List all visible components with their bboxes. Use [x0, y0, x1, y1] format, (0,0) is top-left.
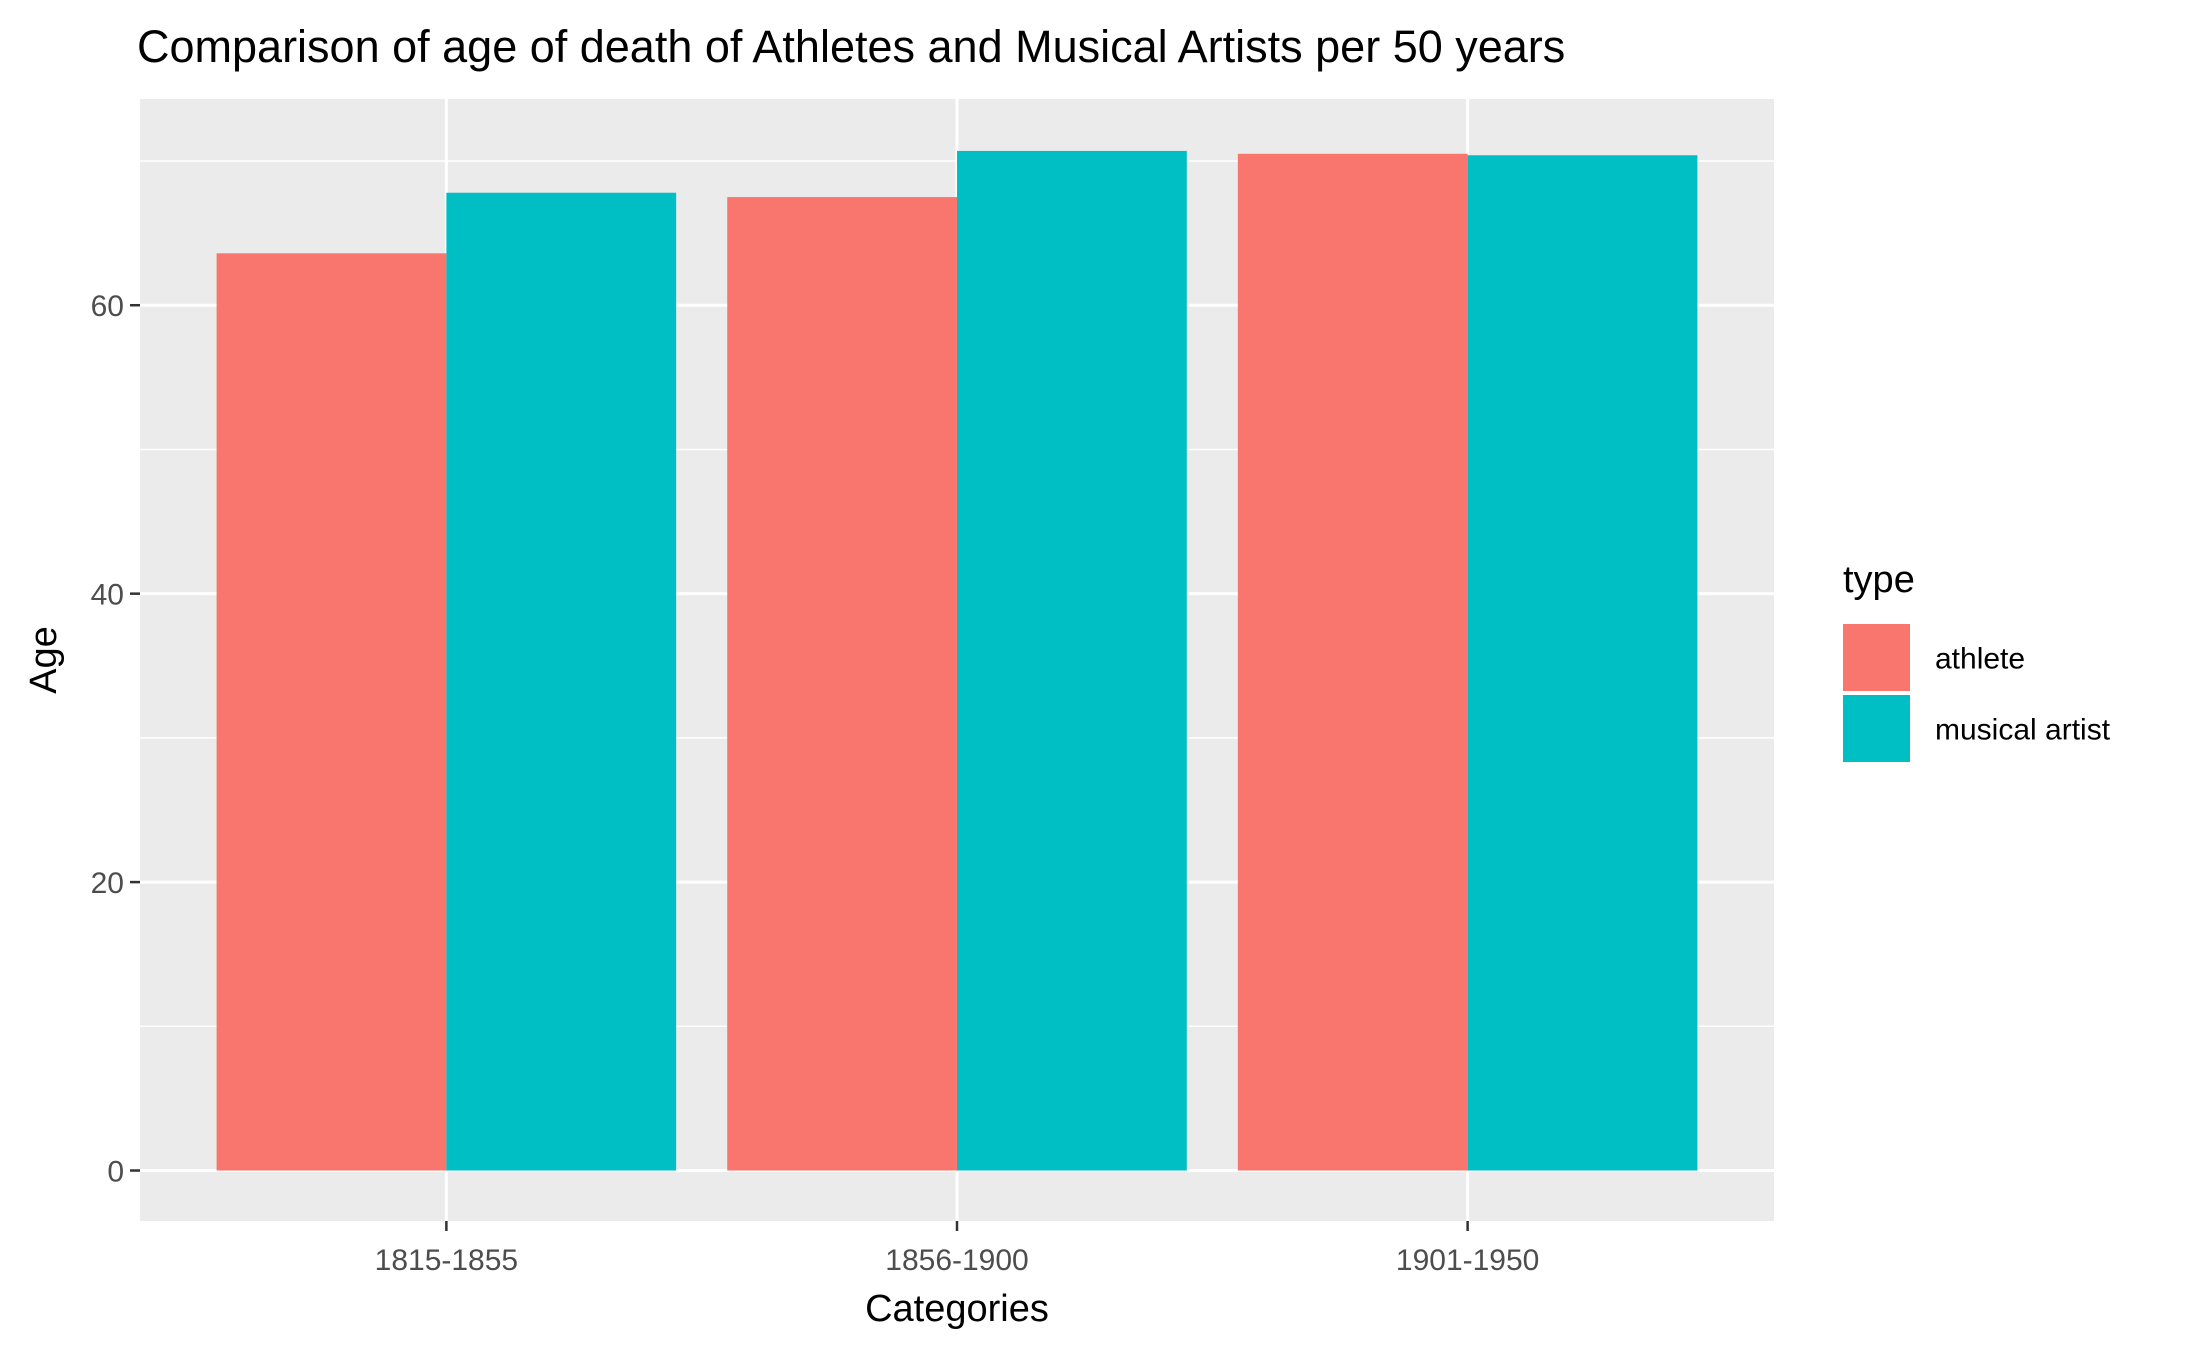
- legend-items: athlete musical artist: [1843, 624, 2111, 762]
- y-tick-label: 20: [91, 867, 124, 900]
- legend: type athlete musical artist: [1843, 559, 2111, 762]
- x-tick-label: 1815-1855: [375, 1244, 518, 1277]
- bar-musical-artist-1815-1855: [446, 192, 677, 1171]
- y-axis: 0 20 40 60: [91, 290, 140, 1189]
- x-tick-label: 1856-1900: [885, 1244, 1028, 1277]
- bar-musical-artist-1901-1950: [1467, 155, 1698, 1171]
- legend-key-musical-artist: [1843, 695, 1910, 762]
- bars-group: [216, 150, 1698, 1171]
- x-axis-title: Categories: [865, 1288, 1049, 1330]
- x-tick-label: 1901-1950: [1396, 1244, 1539, 1277]
- y-axis-title: Age: [23, 626, 65, 694]
- legend-label-musical-artist: musical artist: [1935, 714, 2111, 747]
- legend-key-athlete: [1843, 624, 1910, 691]
- bar-musical-artist-1856-1900: [957, 150, 1187, 1171]
- legend-title: type: [1843, 559, 1915, 601]
- bar-athlete-1901-1950: [1237, 153, 1468, 1171]
- legend-label-athlete: athlete: [1935, 643, 2025, 676]
- y-tick-label: 60: [91, 290, 124, 323]
- x-axis: 1815-1855 1856-1900 1901-1950: [375, 1221, 1539, 1277]
- y-tick-label: 0: [107, 1156, 124, 1189]
- bar-athlete-1815-1855: [216, 253, 447, 1171]
- bar-athlete-1856-1900: [727, 197, 957, 1171]
- y-tick-label: 40: [91, 579, 124, 612]
- chart-title: Comparison of age of death of Athletes a…: [137, 21, 1565, 72]
